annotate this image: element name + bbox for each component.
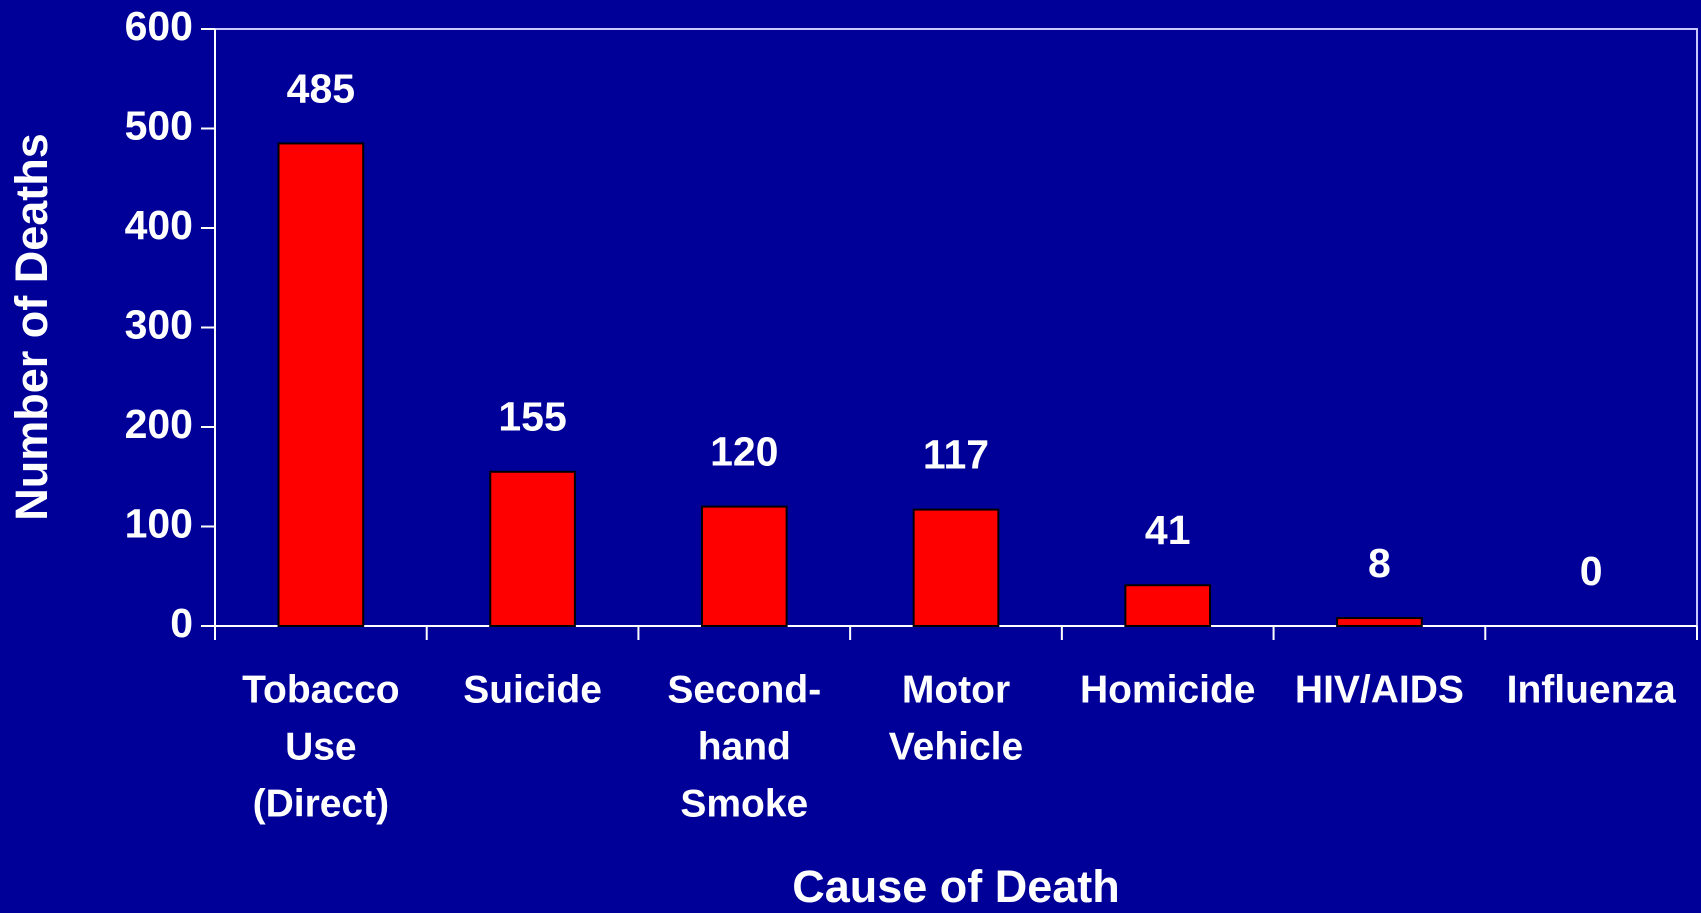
- x-tick-label: Homicide: [1080, 668, 1256, 711]
- x-tick-label: Smoke: [680, 782, 808, 825]
- x-tick-label: HIV/AIDS: [1295, 668, 1464, 711]
- bar: [1336, 617, 1423, 627]
- x-axis-title: Cause of Death: [792, 861, 1120, 912]
- x-tick-label: Suicide: [463, 668, 602, 711]
- x-tick-label: Second-: [667, 668, 821, 711]
- x-tick-label: Vehicle: [889, 725, 1023, 768]
- x-tick-label: Influenza: [1507, 668, 1676, 711]
- y-tick-label: 200: [125, 401, 193, 447]
- bar: [277, 142, 365, 628]
- value-label: 41: [1145, 507, 1191, 553]
- y-tick-label: 600: [125, 3, 193, 49]
- x-tick-label: Tobacco: [242, 668, 399, 711]
- x-tick-label: Motor: [902, 668, 1010, 711]
- y-tick-label: 300: [125, 301, 193, 347]
- bar: [912, 508, 1000, 627]
- value-label: 155: [498, 394, 566, 440]
- y-tick-label: 400: [125, 202, 193, 248]
- y-tick-label: 500: [125, 102, 193, 148]
- bar: [700, 505, 788, 628]
- bar: [489, 470, 576, 627]
- x-tick-label: hand: [698, 725, 791, 768]
- y-tick-label: 100: [125, 500, 193, 546]
- y-tick-label: 0: [170, 600, 193, 646]
- value-label: 8: [1368, 540, 1391, 586]
- value-label: 0: [1580, 548, 1603, 594]
- x-tick-label: Use: [285, 725, 357, 768]
- value-label: 120: [710, 428, 778, 474]
- value-label: 117: [923, 431, 989, 477]
- bar: [1124, 584, 1212, 628]
- y-axis-title: Number of Deaths: [6, 133, 57, 521]
- x-tick-label: (Direct): [253, 782, 390, 825]
- value-label: 485: [287, 65, 355, 111]
